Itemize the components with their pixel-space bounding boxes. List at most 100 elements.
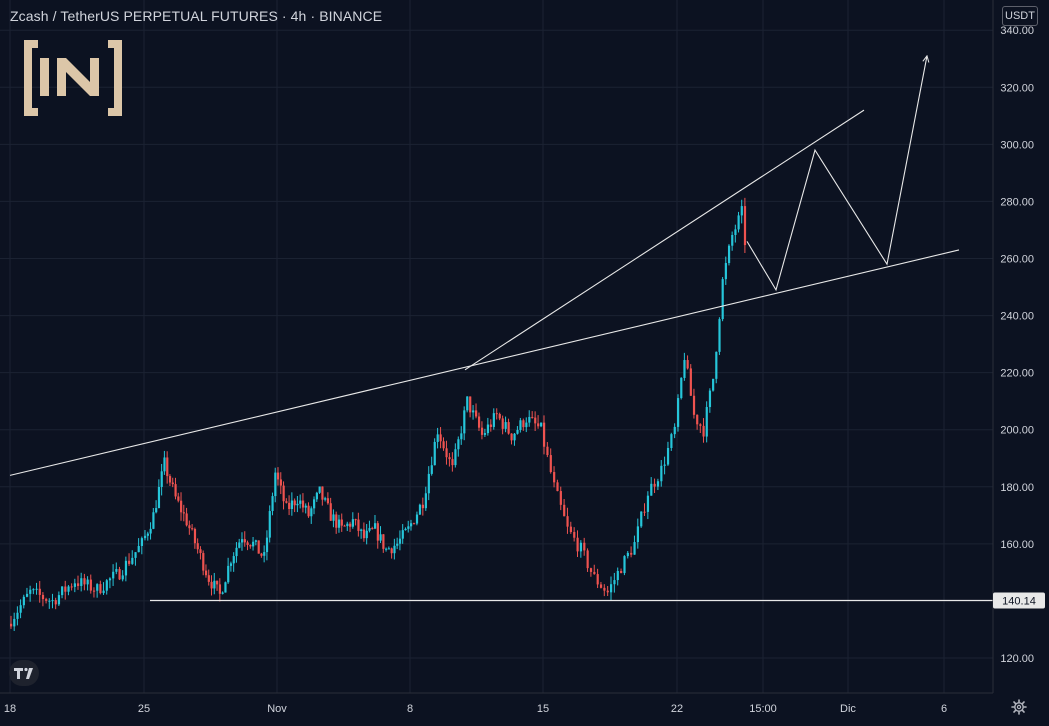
y-tick-label: 220.00 bbox=[1000, 368, 1034, 380]
candle-body bbox=[553, 472, 556, 483]
candle-body bbox=[22, 596, 25, 606]
candle-body bbox=[448, 457, 451, 460]
candle-body bbox=[282, 485, 285, 502]
candle-body bbox=[630, 552, 633, 555]
chart-grid bbox=[0, 0, 993, 693]
candle-body bbox=[271, 496, 274, 512]
candle-body bbox=[32, 589, 35, 591]
candle-body bbox=[727, 245, 731, 264]
candle-body bbox=[599, 584, 603, 588]
candle-body bbox=[41, 594, 45, 600]
candle-body bbox=[168, 476, 172, 483]
y-tick-label: 180.00 bbox=[1000, 482, 1034, 494]
candle-body bbox=[121, 575, 124, 580]
candle-body bbox=[307, 505, 310, 517]
candle-body bbox=[67, 586, 70, 592]
price-axis[interactable]: 120.00140.00160.00180.00200.00220.00240.… bbox=[992, 0, 1045, 693]
candle-body bbox=[35, 588, 38, 590]
candle-body bbox=[99, 584, 102, 594]
candle-body bbox=[692, 395, 696, 415]
x-tick-label: 8 bbox=[407, 703, 413, 715]
candle-body bbox=[102, 590, 105, 594]
candle-body bbox=[673, 426, 676, 435]
interval-label[interactable]: 4h bbox=[290, 8, 307, 24]
symbol-name[interactable]: Zcash / TetherUS PERPETUAL FUTURES bbox=[10, 8, 278, 24]
candle-body bbox=[207, 575, 210, 582]
candle-body bbox=[134, 552, 137, 558]
x-tick-label: 25 bbox=[138, 703, 150, 715]
candle-body bbox=[108, 578, 112, 581]
candle-body bbox=[337, 519, 341, 528]
y-tick-label: 320.00 bbox=[1000, 82, 1034, 94]
candle-body bbox=[73, 583, 77, 587]
settings-gear-icon[interactable] bbox=[1011, 699, 1027, 715]
candle-body bbox=[180, 500, 183, 513]
candle-body bbox=[128, 560, 131, 564]
candle-body bbox=[718, 319, 721, 352]
x-tick-label: 15 bbox=[537, 703, 549, 715]
candle-body bbox=[177, 496, 180, 501]
candle-body bbox=[510, 433, 513, 441]
candle-body bbox=[171, 482, 174, 485]
candle-body bbox=[457, 439, 460, 450]
candle-body bbox=[626, 552, 629, 557]
candle-body bbox=[218, 584, 222, 594]
candle-body bbox=[525, 422, 528, 428]
candle-body bbox=[495, 413, 498, 415]
candle-body bbox=[268, 511, 271, 538]
candle-body bbox=[613, 580, 616, 585]
candle-body bbox=[680, 377, 683, 399]
drawing-tools[interactable] bbox=[9, 56, 993, 602]
candle-body bbox=[407, 526, 410, 529]
candle-body bbox=[343, 525, 346, 527]
candle-body bbox=[229, 563, 233, 566]
candle-body bbox=[340, 519, 343, 526]
candle-body bbox=[254, 540, 258, 542]
candle-body bbox=[29, 589, 32, 594]
candle-body bbox=[362, 529, 366, 539]
title-separator: · bbox=[306, 8, 320, 24]
candle-body bbox=[480, 427, 484, 435]
candle-body bbox=[636, 526, 639, 543]
candle-body bbox=[583, 542, 586, 551]
candle-body bbox=[412, 523, 416, 525]
candle-body bbox=[329, 503, 332, 521]
candle-body bbox=[445, 448, 448, 458]
candle-body bbox=[157, 486, 161, 509]
candle-body bbox=[290, 500, 294, 510]
candle-body bbox=[193, 528, 197, 544]
candle-body bbox=[721, 279, 724, 320]
candle-body bbox=[633, 542, 636, 555]
candle-body bbox=[569, 526, 572, 533]
candle-body bbox=[376, 523, 379, 541]
tradingview-icon[interactable] bbox=[9, 660, 39, 686]
candle-body bbox=[489, 424, 492, 427]
currency-badge[interactable]: USDT bbox=[1002, 6, 1038, 26]
candle-body bbox=[576, 537, 579, 552]
candle-body bbox=[543, 422, 546, 447]
y-tick-label: 120.00 bbox=[1000, 653, 1034, 665]
candle-body bbox=[131, 557, 134, 564]
candle-body bbox=[64, 586, 67, 592]
candle-body bbox=[51, 600, 54, 602]
candle-body bbox=[373, 523, 377, 529]
candle-body bbox=[299, 500, 302, 504]
candle-body bbox=[646, 495, 650, 512]
candle-body bbox=[424, 493, 427, 509]
candle-body bbox=[301, 500, 305, 508]
candle-body bbox=[115, 569, 118, 572]
y-tick-label: 300.00 bbox=[1000, 139, 1034, 151]
candle-body bbox=[54, 600, 57, 605]
candle-body bbox=[666, 447, 670, 465]
candle-body bbox=[396, 543, 399, 546]
support-price-label: 140.14 bbox=[1002, 596, 1036, 608]
time-axis[interactable]: 18 25 Nov 8 15 22 15:00 Dic 6 bbox=[0, 692, 993, 715]
candle-body bbox=[430, 465, 433, 474]
candle-body bbox=[57, 595, 61, 605]
candle-body bbox=[86, 579, 89, 585]
candle-body bbox=[528, 416, 531, 423]
candle-body bbox=[436, 434, 439, 442]
candle-body bbox=[466, 396, 469, 411]
candle-body bbox=[221, 592, 224, 594]
